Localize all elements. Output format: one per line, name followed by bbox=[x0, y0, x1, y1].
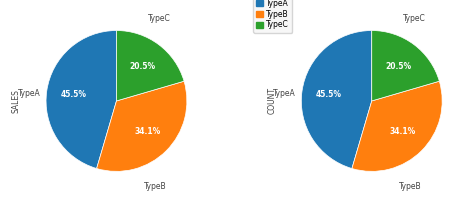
Text: TypeC: TypeC bbox=[148, 14, 171, 23]
Wedge shape bbox=[352, 81, 442, 171]
Wedge shape bbox=[117, 30, 184, 101]
Wedge shape bbox=[372, 30, 439, 101]
Text: TypeB: TypeB bbox=[399, 182, 422, 191]
Text: 34.1%: 34.1% bbox=[134, 127, 160, 136]
Text: COUNT: COUNT bbox=[267, 87, 276, 115]
Text: TypeB: TypeB bbox=[144, 182, 166, 191]
Text: 45.5%: 45.5% bbox=[316, 90, 342, 99]
Text: 34.1%: 34.1% bbox=[390, 127, 416, 136]
Text: 20.5%: 20.5% bbox=[129, 62, 156, 70]
Wedge shape bbox=[97, 81, 187, 171]
Wedge shape bbox=[301, 30, 372, 169]
Text: 45.5%: 45.5% bbox=[60, 90, 86, 99]
Legend: TypeA, TypeB, TypeC: TypeA, TypeB, TypeC bbox=[254, 0, 292, 33]
Text: SALES: SALES bbox=[12, 89, 21, 113]
Text: TypeC: TypeC bbox=[403, 14, 426, 23]
Text: TypeA: TypeA bbox=[273, 89, 296, 98]
Text: TypeA: TypeA bbox=[18, 89, 40, 98]
Text: 20.5%: 20.5% bbox=[385, 62, 411, 70]
Wedge shape bbox=[46, 30, 117, 169]
